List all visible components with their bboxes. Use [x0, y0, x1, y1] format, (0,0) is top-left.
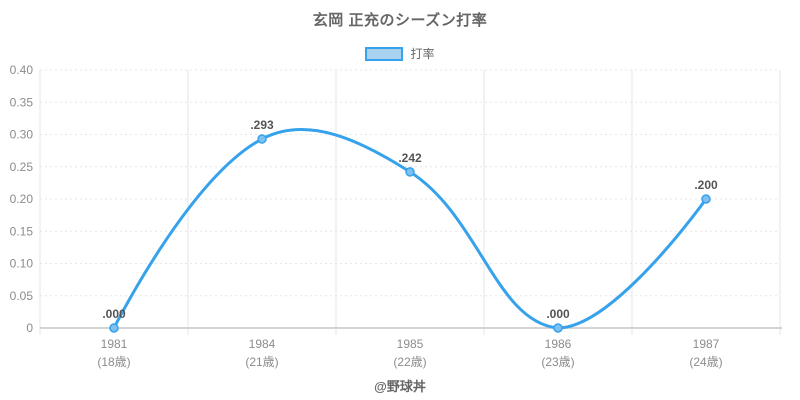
- x-tick-label-age: (23歳): [541, 355, 574, 369]
- data-point-label: .200: [694, 178, 718, 192]
- x-tick-label-year: 1984: [249, 337, 276, 351]
- legend-label: 打率: [410, 47, 435, 61]
- legend: 打率: [0, 45, 800, 62]
- legend-item-batting-average[interactable]: 打率: [365, 45, 435, 62]
- x-tick-label-year: 1986: [545, 337, 572, 351]
- x-tick-label-year: 1985: [397, 337, 424, 351]
- data-point[interactable]: [257, 134, 267, 144]
- data-point-label: .000: [102, 307, 126, 321]
- legend-swatch-icon: [365, 46, 404, 61]
- data-point[interactable]: [701, 194, 711, 204]
- data-point-label: .000: [546, 307, 570, 321]
- x-tick-label-year: 1987: [693, 337, 720, 351]
- y-tick-label: 0.40: [10, 63, 34, 77]
- data-point-label: .242: [398, 151, 422, 165]
- x-tick-label-age: (18歳): [97, 355, 130, 369]
- data-point-label: .293: [250, 118, 274, 132]
- y-tick-label: 0.15: [10, 224, 34, 238]
- y-tick-label: 0.10: [10, 257, 34, 271]
- data-point[interactable]: [553, 323, 563, 333]
- x-tick-label-year: 1981: [101, 337, 128, 351]
- x-tick-label-age: (21歳): [245, 355, 278, 369]
- footer-credit: @野球丼: [374, 379, 426, 394]
- data-point[interactable]: [405, 167, 415, 177]
- y-tick-label: 0: [26, 321, 33, 335]
- x-tick-label-age: (24歳): [689, 355, 722, 369]
- y-tick-label: 0.20: [10, 192, 34, 206]
- y-tick-label: 0.25: [10, 160, 34, 174]
- data-point[interactable]: [109, 323, 119, 333]
- y-tick-label: 0.35: [10, 95, 34, 109]
- x-tick-label-age: (22歳): [393, 355, 426, 369]
- y-tick-label: 0.05: [10, 289, 34, 303]
- y-tick-label: 0.30: [10, 128, 34, 142]
- chart-title: 玄岡 正充のシーズン打率: [312, 12, 488, 29]
